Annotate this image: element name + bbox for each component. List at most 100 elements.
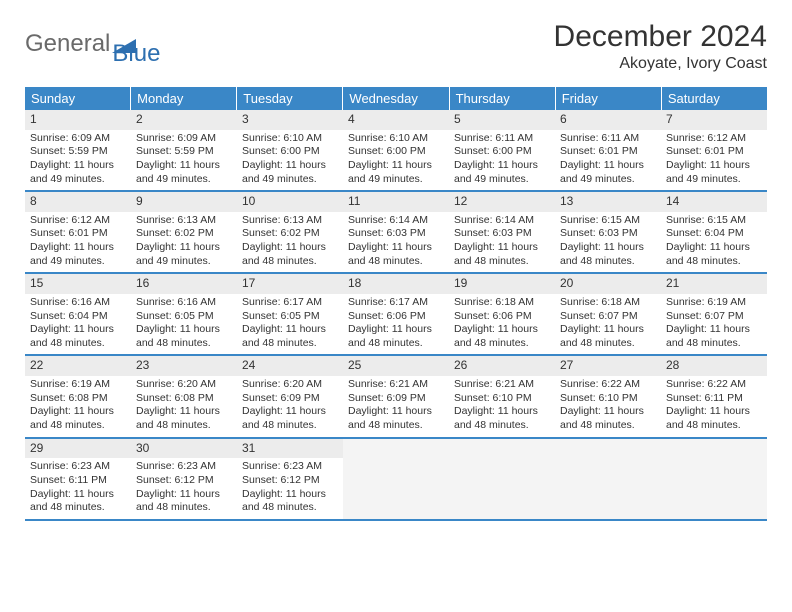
sunset-line: Sunset: 6:08 PM: [30, 392, 126, 406]
day-number: 31: [237, 439, 343, 459]
sunrise-line: Sunrise: 6:23 AM: [30, 460, 126, 474]
day-cell: 1Sunrise: 6:09 AMSunset: 5:59 PMDaylight…: [25, 110, 131, 190]
day-body: Sunrise: 6:10 AMSunset: 6:00 PMDaylight:…: [343, 130, 449, 191]
sunrise-line: Sunrise: 6:21 AM: [348, 378, 444, 392]
sunrise-line: Sunrise: 6:10 AM: [348, 132, 444, 146]
day-cell: 20Sunrise: 6:18 AMSunset: 6:07 PMDayligh…: [555, 274, 661, 354]
day-cell: 28Sunrise: 6:22 AMSunset: 6:11 PMDayligh…: [661, 356, 767, 436]
weekday-header: Saturday: [662, 87, 767, 110]
sunset-line: Sunset: 6:04 PM: [30, 310, 126, 324]
daylight-line: Daylight: 11 hours and 48 minutes.: [136, 405, 232, 432]
day-number: 8: [25, 192, 131, 212]
day-cell: 5Sunrise: 6:11 AMSunset: 6:00 PMDaylight…: [449, 110, 555, 190]
week-row: 22Sunrise: 6:19 AMSunset: 6:08 PMDayligh…: [25, 356, 767, 438]
sunset-line: Sunset: 5:59 PM: [136, 145, 232, 159]
day-cell: 24Sunrise: 6:20 AMSunset: 6:09 PMDayligh…: [237, 356, 343, 436]
day-body: Sunrise: 6:09 AMSunset: 5:59 PMDaylight:…: [131, 130, 237, 191]
daylight-line: Daylight: 11 hours and 49 minutes.: [666, 159, 762, 186]
daylight-line: Daylight: 11 hours and 48 minutes.: [136, 488, 232, 515]
day-cell: 11Sunrise: 6:14 AMSunset: 6:03 PMDayligh…: [343, 192, 449, 272]
sunset-line: Sunset: 6:08 PM: [136, 392, 232, 406]
header: General Blue December 2024 Akoyate, Ivor…: [25, 20, 767, 73]
daylight-line: Daylight: 11 hours and 48 minutes.: [242, 405, 338, 432]
weekday-header: Wednesday: [343, 87, 449, 110]
sunrise-line: Sunrise: 6:17 AM: [242, 296, 338, 310]
day-cell: 12Sunrise: 6:14 AMSunset: 6:03 PMDayligh…: [449, 192, 555, 272]
day-body: Sunrise: 6:16 AMSunset: 6:05 PMDaylight:…: [131, 294, 237, 355]
daylight-line: Daylight: 11 hours and 49 minutes.: [454, 159, 550, 186]
sunrise-line: Sunrise: 6:11 AM: [454, 132, 550, 146]
day-number: 9: [131, 192, 237, 212]
location: Akoyate, Ivory Coast: [554, 55, 767, 73]
day-cell: 7Sunrise: 6:12 AMSunset: 6:01 PMDaylight…: [661, 110, 767, 190]
day-cell: 17Sunrise: 6:17 AMSunset: 6:05 PMDayligh…: [237, 274, 343, 354]
sunset-line: Sunset: 6:11 PM: [666, 392, 762, 406]
day-number: 28: [661, 356, 767, 376]
daylight-line: Daylight: 11 hours and 48 minutes.: [136, 323, 232, 350]
day-body: Sunrise: 6:17 AMSunset: 6:05 PMDaylight:…: [237, 294, 343, 355]
sunset-line: Sunset: 6:01 PM: [560, 145, 656, 159]
day-cell: 8Sunrise: 6:12 AMSunset: 6:01 PMDaylight…: [25, 192, 131, 272]
day-body: Sunrise: 6:12 AMSunset: 6:01 PMDaylight:…: [25, 212, 131, 273]
daylight-line: Daylight: 11 hours and 48 minutes.: [560, 323, 656, 350]
daylight-line: Daylight: 11 hours and 48 minutes.: [560, 241, 656, 268]
day-body: Sunrise: 6:18 AMSunset: 6:06 PMDaylight:…: [449, 294, 555, 355]
day-number: 22: [25, 356, 131, 376]
sunset-line: Sunset: 5:59 PM: [30, 145, 126, 159]
day-cell: 18Sunrise: 6:17 AMSunset: 6:06 PMDayligh…: [343, 274, 449, 354]
weekday-header: Monday: [131, 87, 237, 110]
sunset-line: Sunset: 6:03 PM: [348, 227, 444, 241]
day-body: Sunrise: 6:15 AMSunset: 6:04 PMDaylight:…: [661, 212, 767, 273]
day-body: Sunrise: 6:23 AMSunset: 6:12 PMDaylight:…: [237, 458, 343, 519]
calendar-page: General Blue December 2024 Akoyate, Ivor…: [0, 0, 792, 541]
sunrise-line: Sunrise: 6:18 AM: [454, 296, 550, 310]
day-cell: 29Sunrise: 6:23 AMSunset: 6:11 PMDayligh…: [25, 439, 131, 519]
sunset-line: Sunset: 6:05 PM: [136, 310, 232, 324]
sunset-line: Sunset: 6:03 PM: [560, 227, 656, 241]
day-number: 18: [343, 274, 449, 294]
day-body: Sunrise: 6:14 AMSunset: 6:03 PMDaylight:…: [449, 212, 555, 273]
sunset-line: Sunset: 6:12 PM: [242, 474, 338, 488]
day-number: 21: [661, 274, 767, 294]
day-cell: 3Sunrise: 6:10 AMSunset: 6:00 PMDaylight…: [237, 110, 343, 190]
day-number: 6: [555, 110, 661, 130]
day-number: 20: [555, 274, 661, 294]
day-number: 3: [237, 110, 343, 130]
weekday-header: Friday: [556, 87, 662, 110]
day-number: 7: [661, 110, 767, 130]
daylight-line: Daylight: 11 hours and 49 minutes.: [30, 241, 126, 268]
day-cell: 25Sunrise: 6:21 AMSunset: 6:09 PMDayligh…: [343, 356, 449, 436]
day-number: 12: [449, 192, 555, 212]
sunset-line: Sunset: 6:02 PM: [242, 227, 338, 241]
day-body: Sunrise: 6:22 AMSunset: 6:10 PMDaylight:…: [555, 376, 661, 437]
day-body: Sunrise: 6:13 AMSunset: 6:02 PMDaylight:…: [237, 212, 343, 273]
day-cell: [555, 439, 661, 519]
daylight-line: Daylight: 11 hours and 48 minutes.: [242, 241, 338, 268]
day-number: 29: [25, 439, 131, 459]
day-body: Sunrise: 6:11 AMSunset: 6:01 PMDaylight:…: [555, 130, 661, 191]
day-body: Sunrise: 6:15 AMSunset: 6:03 PMDaylight:…: [555, 212, 661, 273]
day-body: Sunrise: 6:19 AMSunset: 6:07 PMDaylight:…: [661, 294, 767, 355]
daylight-line: Daylight: 11 hours and 48 minutes.: [30, 323, 126, 350]
day-number: 1: [25, 110, 131, 130]
day-number: 19: [449, 274, 555, 294]
logo-text-blue: Blue: [112, 40, 160, 68]
day-cell: [343, 439, 449, 519]
sunset-line: Sunset: 6:04 PM: [666, 227, 762, 241]
daylight-line: Daylight: 11 hours and 49 minutes.: [242, 159, 338, 186]
week-row: 15Sunrise: 6:16 AMSunset: 6:04 PMDayligh…: [25, 274, 767, 356]
calendar-grid: SundayMondayTuesdayWednesdayThursdayFrid…: [25, 87, 767, 521]
day-cell: 22Sunrise: 6:19 AMSunset: 6:08 PMDayligh…: [25, 356, 131, 436]
day-body: Sunrise: 6:23 AMSunset: 6:11 PMDaylight:…: [25, 458, 131, 519]
daylight-line: Daylight: 11 hours and 48 minutes.: [348, 323, 444, 350]
daylight-line: Daylight: 11 hours and 49 minutes.: [136, 159, 232, 186]
day-number: 30: [131, 439, 237, 459]
sunrise-line: Sunrise: 6:15 AM: [560, 214, 656, 228]
day-number: 17: [237, 274, 343, 294]
sunset-line: Sunset: 6:09 PM: [242, 392, 338, 406]
day-number: 15: [25, 274, 131, 294]
sunset-line: Sunset: 6:12 PM: [136, 474, 232, 488]
daylight-line: Daylight: 11 hours and 48 minutes.: [348, 241, 444, 268]
week-row: 8Sunrise: 6:12 AMSunset: 6:01 PMDaylight…: [25, 192, 767, 274]
weekday-header: Thursday: [450, 87, 556, 110]
